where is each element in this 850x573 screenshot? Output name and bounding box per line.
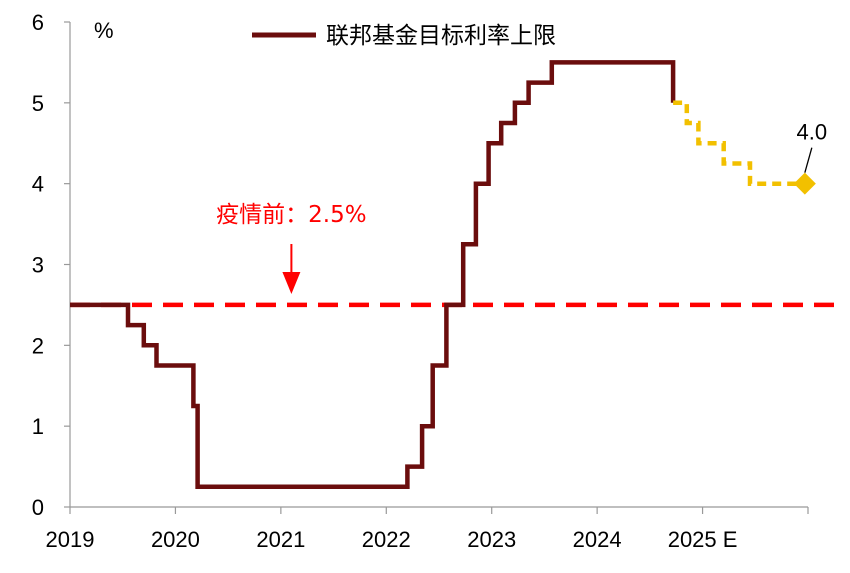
legend-label: 联邦基金目标利率上限 (326, 23, 556, 49)
annotation-arrow-head (282, 272, 301, 294)
x-tick-label: 2019 (46, 527, 95, 552)
x-tick-label: 2025 E (668, 527, 738, 552)
fed-funds-upper-limit-series (70, 60, 676, 490)
endpoint-leader-line (804, 147, 813, 173)
tick-labels: 0 1 2 3 4 5 6 2019 2020 2021 2022 2023 2024 2025 E (32, 10, 738, 552)
pre-pandemic-annotation: 疫情前：2.5% (216, 202, 366, 228)
endpoint-value-label: 4.0 (797, 120, 828, 145)
y-unit-label: % (94, 18, 114, 43)
y-tick-label: 2 (32, 333, 44, 358)
endpoint-diamond-marker (793, 172, 816, 195)
legend: 联邦基金目标利率上限 (252, 23, 556, 49)
x-tick-label: 2021 (256, 527, 305, 552)
y-tick-label: 6 (32, 10, 44, 35)
x-tick-label: 2024 (573, 527, 622, 552)
x-tick-label: 2022 (362, 527, 411, 552)
y-tick-label: 5 (32, 91, 44, 116)
forecast-series (673, 100, 805, 186)
x-tick-label: 2023 (467, 527, 516, 552)
annotations-group: 疫情前：2.5% 4.0 (216, 120, 827, 294)
y-tick-label: 4 (32, 172, 44, 197)
series-group (70, 60, 805, 490)
y-tick-label: 1 (32, 414, 44, 439)
axes (64, 21, 809, 514)
y-tick-label: 3 (32, 253, 44, 278)
x-tick-label: 2020 (151, 527, 200, 552)
y-tick-label: 0 (32, 495, 44, 520)
